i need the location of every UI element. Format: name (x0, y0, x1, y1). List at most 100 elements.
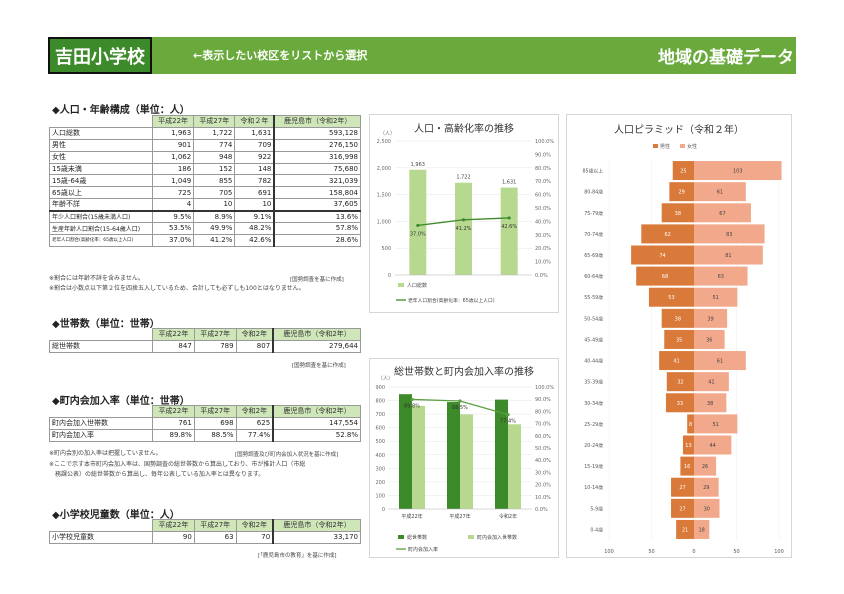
male-bar (669, 182, 694, 202)
female-bar (694, 498, 720, 518)
male-value-label: 38 (675, 316, 681, 322)
y2-tick-label: 90.0% (535, 152, 551, 158)
female-bar (694, 393, 727, 413)
female-bar (694, 456, 717, 476)
male-value-label: 32 (677, 380, 683, 386)
male-bar (687, 414, 694, 434)
female-bar (694, 203, 751, 223)
table-row: 総世帯数 847 789 807 279,644 (49, 339, 362, 353)
chart-title: 人口ピラミッド（令和２年） (614, 125, 744, 136)
population-section-title: ◆人口・年齢構成（単位：人） (52, 105, 190, 116)
male-value-label: 21 (682, 527, 688, 533)
female-value-label: 51 (712, 295, 718, 301)
legend-label: 男性 (660, 143, 670, 150)
rate-label: 42.6% (501, 224, 517, 230)
y-tick-label: 1,500 (377, 193, 391, 199)
male-value-label: 41 (673, 359, 679, 365)
y2-tick-label: 40.0% (535, 458, 551, 464)
female-value-label: 61 (717, 190, 723, 196)
male-value-label: 38 (675, 211, 681, 217)
y2-tick-label: 30.0% (535, 470, 551, 476)
y2-tick-label: 100.0% (535, 385, 554, 391)
male-value-label: 29 (678, 190, 684, 196)
male-value-label: 25 (680, 169, 686, 175)
female-value-label: 18 (698, 527, 704, 533)
male-value-label: 35 (676, 337, 682, 343)
household-chart-card: 総世帯数と町内会加入率の推移 （人） 0 100 200 300 400 500 600 700… (369, 358, 559, 558)
y-tick-label: 2,500 (377, 139, 391, 145)
school-selector[interactable]: 吉田小学校 (48, 37, 152, 74)
x-tick-label: 平成22年 (401, 513, 422, 520)
male-value-label: 68 (662, 274, 668, 280)
age-group-label: 30-34歳 (584, 400, 603, 407)
male-value-label: 8 (689, 422, 692, 428)
total-household-bar (447, 402, 460, 509)
x-tick-label: 0 (692, 549, 695, 555)
legend-label: 老年人口割合(高齢化率：65歳以上人口) (408, 297, 495, 304)
y2-tick-label: 80.0% (535, 409, 551, 415)
table-row: 生産年齢人口割合(15-64歳人口) 53.5% 49.9% 48.2% 57.8% (49, 222, 362, 235)
female-bar (694, 477, 719, 497)
y-tick-label: 500 (375, 439, 385, 445)
male-value-label: 53 (668, 295, 674, 301)
y2-tick-label: 60.0% (535, 193, 551, 199)
female-bar (694, 329, 725, 349)
y-tick-label: 0 (382, 507, 385, 513)
y2-tick-label: 90.0% (535, 397, 551, 403)
female-bar (694, 182, 746, 202)
male-value-label: 27 (679, 506, 685, 512)
population-chart-card: 人口・高齢化率の推移 （人） 0 500 1,000 1,500 2,000 2,500 0.… (369, 114, 559, 313)
y2-tick-label: 10.0% (535, 260, 551, 266)
population-bar (500, 187, 518, 275)
legend-swatch (653, 144, 658, 148)
x-tick-label: 100 (774, 549, 784, 555)
y2-tick-label: 20.0% (535, 483, 551, 489)
y-tick-label: 300 (375, 466, 385, 472)
male-bar (661, 308, 694, 328)
male-bar (680, 456, 694, 476)
y-axis-unit: （人） (378, 376, 393, 382)
female-value-label: 30 (704, 506, 710, 512)
x-tick-label: 100 (604, 549, 614, 555)
legend-swatch (398, 283, 404, 287)
table-row: 老年人口割合(高齢化率：65歳以上人口) 37.0% 41.2% 42.6% 28.6% (49, 233, 362, 247)
y2-tick-label: 30.0% (535, 233, 551, 239)
chart-title: 総世帯数と町内会加入率の推移 (394, 367, 534, 378)
table-row: 年齢不詳 4 10 10 37,605 (49, 198, 362, 212)
rate-label: 77.4% (500, 419, 516, 425)
y2-tick-label: 50.0% (535, 446, 551, 452)
household-source: [国勢調査を基に作成] (292, 363, 346, 369)
x-tick-label: 50 (648, 549, 654, 555)
kids-section-title: ◆小学校児童数（単位：人） (52, 510, 180, 521)
age-group-label: 55-59歳 (584, 294, 603, 301)
bar-value-label: 1,722 (456, 175, 470, 181)
age-group-label: 45-49歳 (584, 336, 603, 343)
age-group-label: 35-39歳 (584, 379, 603, 386)
kids-source: [「鹿児島市の教育」を基に作成] (258, 553, 337, 559)
female-value-label: 61 (717, 359, 723, 365)
bar-value-label: 1,631 (502, 180, 516, 186)
female-value-label: 103 (733, 169, 743, 175)
female-bar (694, 308, 728, 328)
y-tick-label: 200 (375, 480, 385, 486)
female-bar (694, 372, 729, 392)
table-row: 15歳-64歳 1,049 855 782 321,039 (49, 174, 362, 188)
legend-label: 人口総数 (407, 282, 427, 289)
age-group-label: 25-29歳 (584, 421, 603, 428)
male-bar (666, 372, 694, 392)
male-bar (648, 287, 694, 307)
female-bar (694, 519, 710, 539)
legend-swatch (680, 144, 685, 148)
female-value-label: 38 (707, 401, 713, 407)
age-group-label: 60-64歳 (584, 273, 603, 280)
pyramid-chart: 男性 女性 100 50 0 50 100 25 103 85歳以上 29 61 80-84歳 38 67 7… (583, 143, 784, 555)
age-group-label: 80-84歳 (584, 189, 603, 196)
age-group-label: 85歳以上 (583, 168, 604, 175)
y-tick-label: 2,000 (377, 166, 391, 172)
y-tick-label: 900 (375, 385, 385, 391)
membership-rate-point (458, 399, 462, 403)
age-group-label: 50-54歳 (584, 315, 603, 322)
association-table: 平成22年 平成27年 令和2年 鹿児島市（令和2年） 町内会加入世帯数 761 698 6… (49, 405, 362, 442)
female-value-label: 39 (707, 316, 713, 322)
female-value-label: 51 (712, 422, 718, 428)
